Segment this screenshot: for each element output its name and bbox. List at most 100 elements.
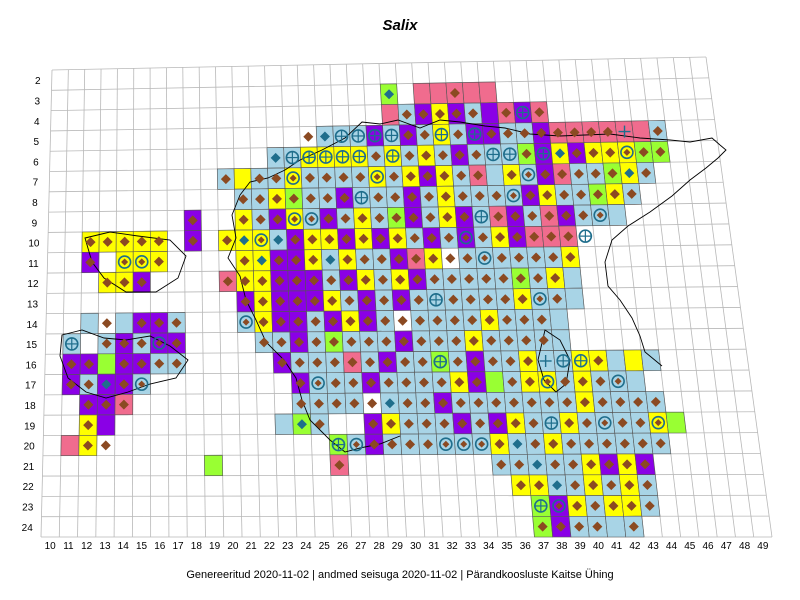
brown-diamond-marker [377, 274, 388, 285]
brown-diamond-marker [442, 212, 453, 223]
brown-diamond-marker [66, 379, 77, 390]
brown-diamond-marker [381, 336, 392, 347]
circle-ring-marker [117, 255, 132, 269]
circle-cross-marker [503, 147, 517, 161]
brown-diamond-marker [119, 236, 130, 247]
marker-ring [521, 167, 536, 182]
column-label: 15 [136, 541, 148, 552]
row-label: 7 [33, 178, 39, 189]
brown-diamond-marker [136, 338, 147, 349]
row-label: 9 [32, 218, 38, 229]
brown-diamond-marker [478, 232, 489, 243]
teal-diamond-marker [319, 131, 330, 142]
brown-diamond-marker [492, 418, 503, 429]
column-label: 43 [648, 541, 660, 552]
circle-ring-marker [552, 499, 566, 513]
brown-diamond-marker [605, 147, 616, 158]
brown-diamond-marker [397, 315, 408, 326]
marker-inner-diamond [352, 441, 360, 449]
brown-diamond-marker [322, 193, 333, 204]
brown-diamond-marker [529, 231, 540, 242]
brown-diamond-marker [330, 377, 341, 388]
brown-diamond-marker [464, 273, 475, 284]
brown-diamond-marker [383, 377, 394, 388]
column-label: 18 [191, 541, 203, 552]
brown-diamond-marker [136, 317, 147, 328]
column-label: 47 [721, 541, 733, 552]
brown-diamond-marker [604, 459, 615, 470]
brown-diamond-marker [445, 253, 456, 264]
teal-diamond-marker [532, 459, 543, 470]
grid-line-vertical [166, 67, 170, 538]
brown-diamond-marker [119, 338, 130, 349]
row-label: 2 [35, 76, 41, 87]
brown-diamond-marker [326, 275, 337, 286]
brown-diamond-marker [592, 521, 603, 532]
brown-diamond-marker [277, 357, 288, 368]
brown-diamond-marker [340, 213, 351, 224]
marker-ring [254, 233, 269, 247]
brown-diamond-marker [544, 397, 555, 408]
column-label: 49 [757, 541, 769, 552]
brown-diamond-marker [187, 215, 198, 226]
brown-diamond-marker [392, 233, 403, 244]
brown-diamond-marker [418, 109, 429, 120]
brown-diamond-marker [552, 293, 563, 304]
marker-ring [593, 208, 607, 222]
brown-diamond-marker [310, 316, 321, 327]
brown-diamond-marker [363, 336, 374, 347]
brown-diamond-marker [487, 356, 498, 367]
brown-diamond-marker [367, 398, 378, 409]
grid-line-vertical [149, 68, 152, 538]
row-label: 4 [34, 117, 40, 128]
circle-ring-marker [254, 233, 269, 247]
brown-diamond-marker [102, 236, 113, 247]
brown-diamond-marker [496, 252, 507, 263]
row-label: 11 [28, 259, 39, 270]
brown-diamond-marker [503, 335, 514, 346]
brown-diamond-marker [420, 398, 431, 409]
circle-ring-marker [506, 188, 521, 203]
brown-diamond-marker [395, 274, 406, 285]
circle-cross-marker [578, 229, 593, 243]
marker-inner-diamond [138, 380, 146, 388]
grid-cell [562, 267, 583, 289]
teal-diamond-marker [239, 235, 250, 246]
grid-line-vertical [58, 69, 69, 538]
brown-diamond-marker [491, 397, 502, 408]
brown-diamond-marker [512, 231, 523, 242]
brown-diamond-marker [548, 438, 559, 449]
brown-diamond-marker [482, 294, 493, 305]
grid-cell [485, 164, 505, 186]
brown-diamond-marker [455, 397, 466, 408]
brown-diamond-marker [453, 129, 464, 140]
brown-diamond-marker [500, 294, 511, 305]
brown-diamond-marker [517, 294, 528, 305]
brown-diamond-marker [521, 148, 532, 159]
brown-diamond-marker [382, 357, 393, 368]
brown-diamond-marker [576, 189, 587, 200]
brown-diamond-marker [274, 275, 285, 286]
brown-diamond-marker [434, 108, 445, 119]
grid-cell [480, 102, 500, 124]
brown-diamond-marker [343, 275, 354, 286]
column-label: 16 [154, 541, 166, 552]
column-labels: 10 11 12 13 14 15 16 17 18 19 20 21 22 23 24 25 26 27 28 29… [45, 541, 769, 552]
circle-ring-marker [370, 170, 384, 184]
marker-inner-diamond [308, 215, 316, 223]
brown-diamond-marker [345, 316, 356, 327]
teal-diamond-marker [325, 254, 336, 265]
brown-diamond-marker [493, 211, 504, 222]
brown-diamond-marker [331, 398, 342, 409]
brown-diamond-marker [388, 171, 399, 182]
circle-ring-marker [287, 212, 302, 226]
brown-diamond-marker [422, 439, 433, 450]
circle-ring-marker [286, 171, 300, 185]
brown-diamond-marker [432, 315, 443, 326]
brown-diamond-marker [572, 500, 583, 511]
grid-cell [412, 82, 432, 105]
column-label: 37 [538, 541, 550, 552]
brown-diamond-marker [559, 189, 570, 200]
brown-diamond-marker [271, 193, 282, 204]
brown-diamond-marker [546, 231, 557, 242]
